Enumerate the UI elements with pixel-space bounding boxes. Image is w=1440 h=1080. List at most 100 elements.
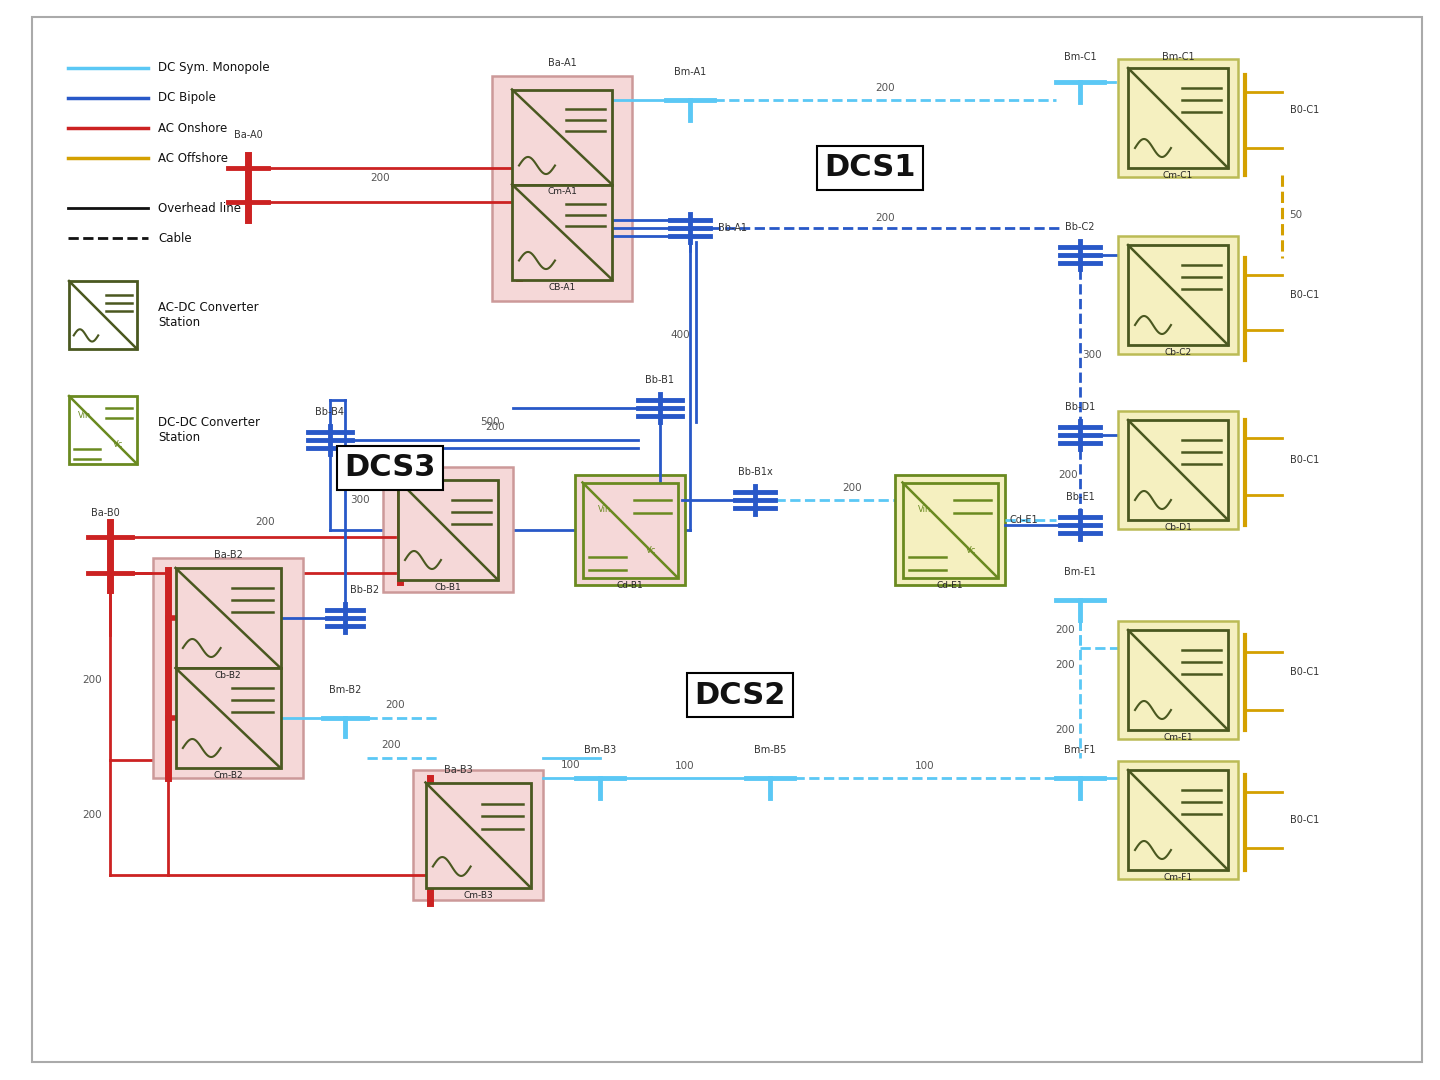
Text: Bb-C2: Bb-C2 (1066, 222, 1094, 232)
Text: 200: 200 (1056, 725, 1074, 735)
Text: Bb-E1: Bb-E1 (1066, 492, 1094, 502)
Text: DC-DC Converter
Station: DC-DC Converter Station (158, 416, 261, 444)
Text: Ba-A1: Ba-A1 (547, 58, 576, 68)
Text: Cd-E1: Cd-E1 (936, 581, 963, 590)
Text: B0-C1: B0-C1 (1290, 291, 1319, 300)
Text: 300: 300 (1083, 350, 1102, 360)
Text: Cb-C2: Cb-C2 (1165, 348, 1191, 357)
Text: Cm-E1: Cm-E1 (1164, 733, 1192, 742)
Text: CB-A1: CB-A1 (549, 283, 576, 292)
Text: Bm-B3: Bm-B3 (583, 745, 616, 755)
Text: 50: 50 (1289, 210, 1303, 220)
Bar (425, 783, 530, 888)
Bar (513, 185, 612, 280)
Text: Bm-B2: Bm-B2 (328, 685, 361, 696)
Text: 200: 200 (1056, 660, 1074, 670)
Bar (69, 281, 137, 349)
Text: Cd-B1: Cd-B1 (616, 581, 644, 590)
Bar (492, 76, 632, 300)
Text: Ba-B1: Ba-B1 (413, 463, 442, 473)
Text: 200: 200 (255, 517, 275, 527)
Text: Bm-B5: Bm-B5 (753, 745, 786, 755)
Text: Cb-B2: Cb-B2 (215, 671, 242, 680)
Text: DCS3: DCS3 (344, 454, 436, 483)
Text: Vin: Vin (78, 410, 91, 419)
Bar (1117, 237, 1238, 354)
Text: 400: 400 (670, 330, 690, 340)
Bar (1117, 761, 1238, 879)
Text: Bb-B1: Bb-B1 (645, 375, 674, 384)
Text: 200: 200 (842, 483, 861, 492)
Bar (1128, 68, 1228, 168)
Text: Vc: Vc (645, 546, 657, 555)
Text: Cable: Cable (158, 231, 192, 244)
Text: 300: 300 (350, 495, 370, 505)
Text: Cm-C1: Cm-C1 (1164, 171, 1194, 180)
Bar (153, 558, 302, 778)
Text: Ba-B3: Ba-B3 (444, 765, 472, 775)
Text: Vin: Vin (917, 504, 932, 514)
Text: 200: 200 (1058, 470, 1077, 480)
Text: Bb-B4: Bb-B4 (315, 407, 344, 417)
Text: DCS1: DCS1 (824, 153, 916, 183)
Text: DC Sym. Monopole: DC Sym. Monopole (158, 62, 269, 75)
Bar (1128, 245, 1228, 345)
Text: Cm-A1: Cm-A1 (547, 188, 577, 197)
Text: AC Offshore: AC Offshore (158, 151, 228, 164)
Text: Bm-E1: Bm-E1 (1064, 567, 1096, 577)
Text: Bb-B2: Bb-B2 (350, 585, 379, 595)
Text: Cm-B2: Cm-B2 (213, 771, 243, 780)
Text: 200: 200 (1056, 625, 1074, 635)
Text: B0-C1: B0-C1 (1290, 815, 1319, 825)
Text: B0-C1: B0-C1 (1290, 455, 1319, 465)
Text: Bb-B1x: Bb-B1x (737, 467, 772, 477)
Text: Bb-A1: Bb-A1 (719, 222, 747, 233)
Text: 100: 100 (675, 761, 696, 771)
Text: B0-C1: B0-C1 (1290, 105, 1319, 114)
Bar (1117, 411, 1238, 529)
Text: 200: 200 (382, 740, 400, 750)
Text: Ba-B0: Ba-B0 (91, 508, 120, 518)
Text: Vc: Vc (966, 546, 976, 555)
Text: Cm-F1: Cm-F1 (1164, 873, 1192, 882)
Bar (896, 475, 1005, 585)
Bar (176, 669, 281, 768)
Text: Vin: Vin (598, 504, 611, 514)
Text: Vc: Vc (112, 441, 124, 449)
Text: 200: 200 (370, 173, 390, 183)
Bar (903, 483, 998, 578)
Text: Bb-D1: Bb-D1 (1064, 402, 1096, 411)
Text: Bm-C1: Bm-C1 (1064, 52, 1096, 62)
Text: AC Onshore: AC Onshore (158, 121, 228, 135)
Bar (1128, 630, 1228, 730)
Text: Cb-D1: Cb-D1 (1164, 523, 1192, 532)
Text: B0-C1: B0-C1 (1290, 667, 1319, 677)
Bar (1117, 621, 1238, 739)
Bar (383, 467, 513, 592)
Text: Bm-F1: Bm-F1 (1064, 745, 1096, 755)
Bar (1117, 59, 1238, 177)
Text: Overhead line: Overhead line (158, 202, 240, 215)
Text: AC-DC Converter
Station: AC-DC Converter Station (158, 301, 259, 329)
Text: Cb-B1: Cb-B1 (435, 583, 461, 592)
Bar (1128, 770, 1228, 870)
Bar (413, 770, 543, 900)
Text: Bm-A1: Bm-A1 (674, 67, 706, 77)
Bar (69, 396, 137, 464)
Text: 200: 200 (82, 810, 102, 820)
Text: 200: 200 (876, 213, 894, 222)
Bar (575, 475, 685, 585)
Text: Ba-B2: Ba-B2 (213, 550, 242, 561)
Text: 200: 200 (82, 675, 102, 685)
Text: DC Bipole: DC Bipole (158, 92, 216, 105)
Text: Cm-B3: Cm-B3 (464, 891, 492, 900)
Text: Bm-C1: Bm-C1 (1162, 52, 1194, 62)
Text: DCS2: DCS2 (694, 680, 786, 710)
Text: Cd-E1: Cd-E1 (1009, 515, 1038, 525)
Bar (583, 483, 677, 578)
Text: 100: 100 (916, 761, 935, 771)
Bar (176, 568, 281, 669)
Text: 100: 100 (562, 760, 580, 770)
Text: 200: 200 (485, 422, 505, 432)
Text: Ba-A0: Ba-A0 (233, 130, 262, 140)
